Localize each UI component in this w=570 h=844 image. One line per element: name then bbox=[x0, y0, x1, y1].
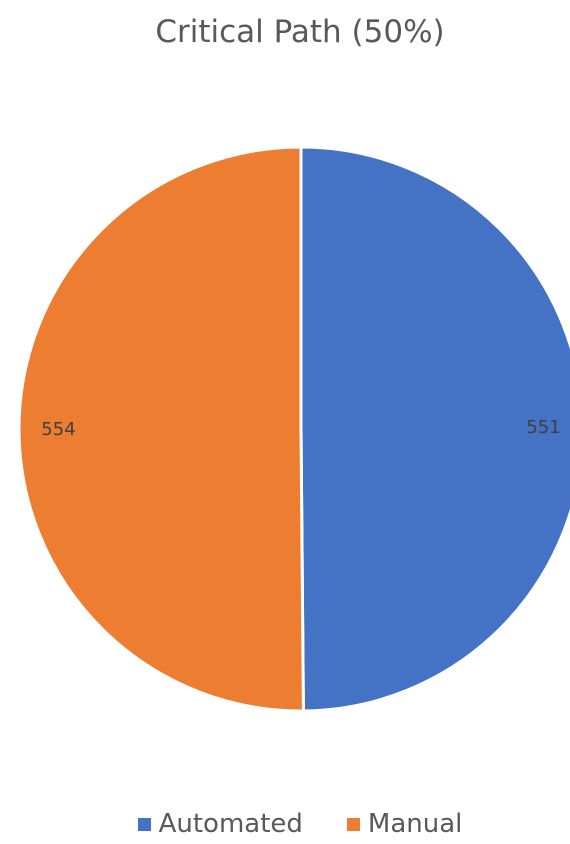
legend-entry-automated: Automated bbox=[137, 809, 303, 839]
data-label-automated: 551 bbox=[526, 417, 560, 438]
legend-swatch-automated bbox=[137, 817, 151, 831]
legend-label-manual: Manual bbox=[367, 809, 463, 839]
legend-swatch-manual bbox=[346, 817, 360, 831]
chart-title: Critical Path (50%) bbox=[155, 14, 445, 50]
pie-slices bbox=[17, 145, 570, 713]
pie-slice-automated bbox=[299, 145, 570, 713]
pie-slice-manual bbox=[17, 145, 305, 713]
legend-entry-manual: Manual bbox=[346, 809, 463, 839]
legend-label-automated: Automated bbox=[158, 809, 303, 839]
data-label-manual: 554 bbox=[41, 419, 75, 440]
legend: Automated Manual bbox=[0, 804, 570, 844]
data-labels: 551 554 bbox=[41, 417, 560, 440]
